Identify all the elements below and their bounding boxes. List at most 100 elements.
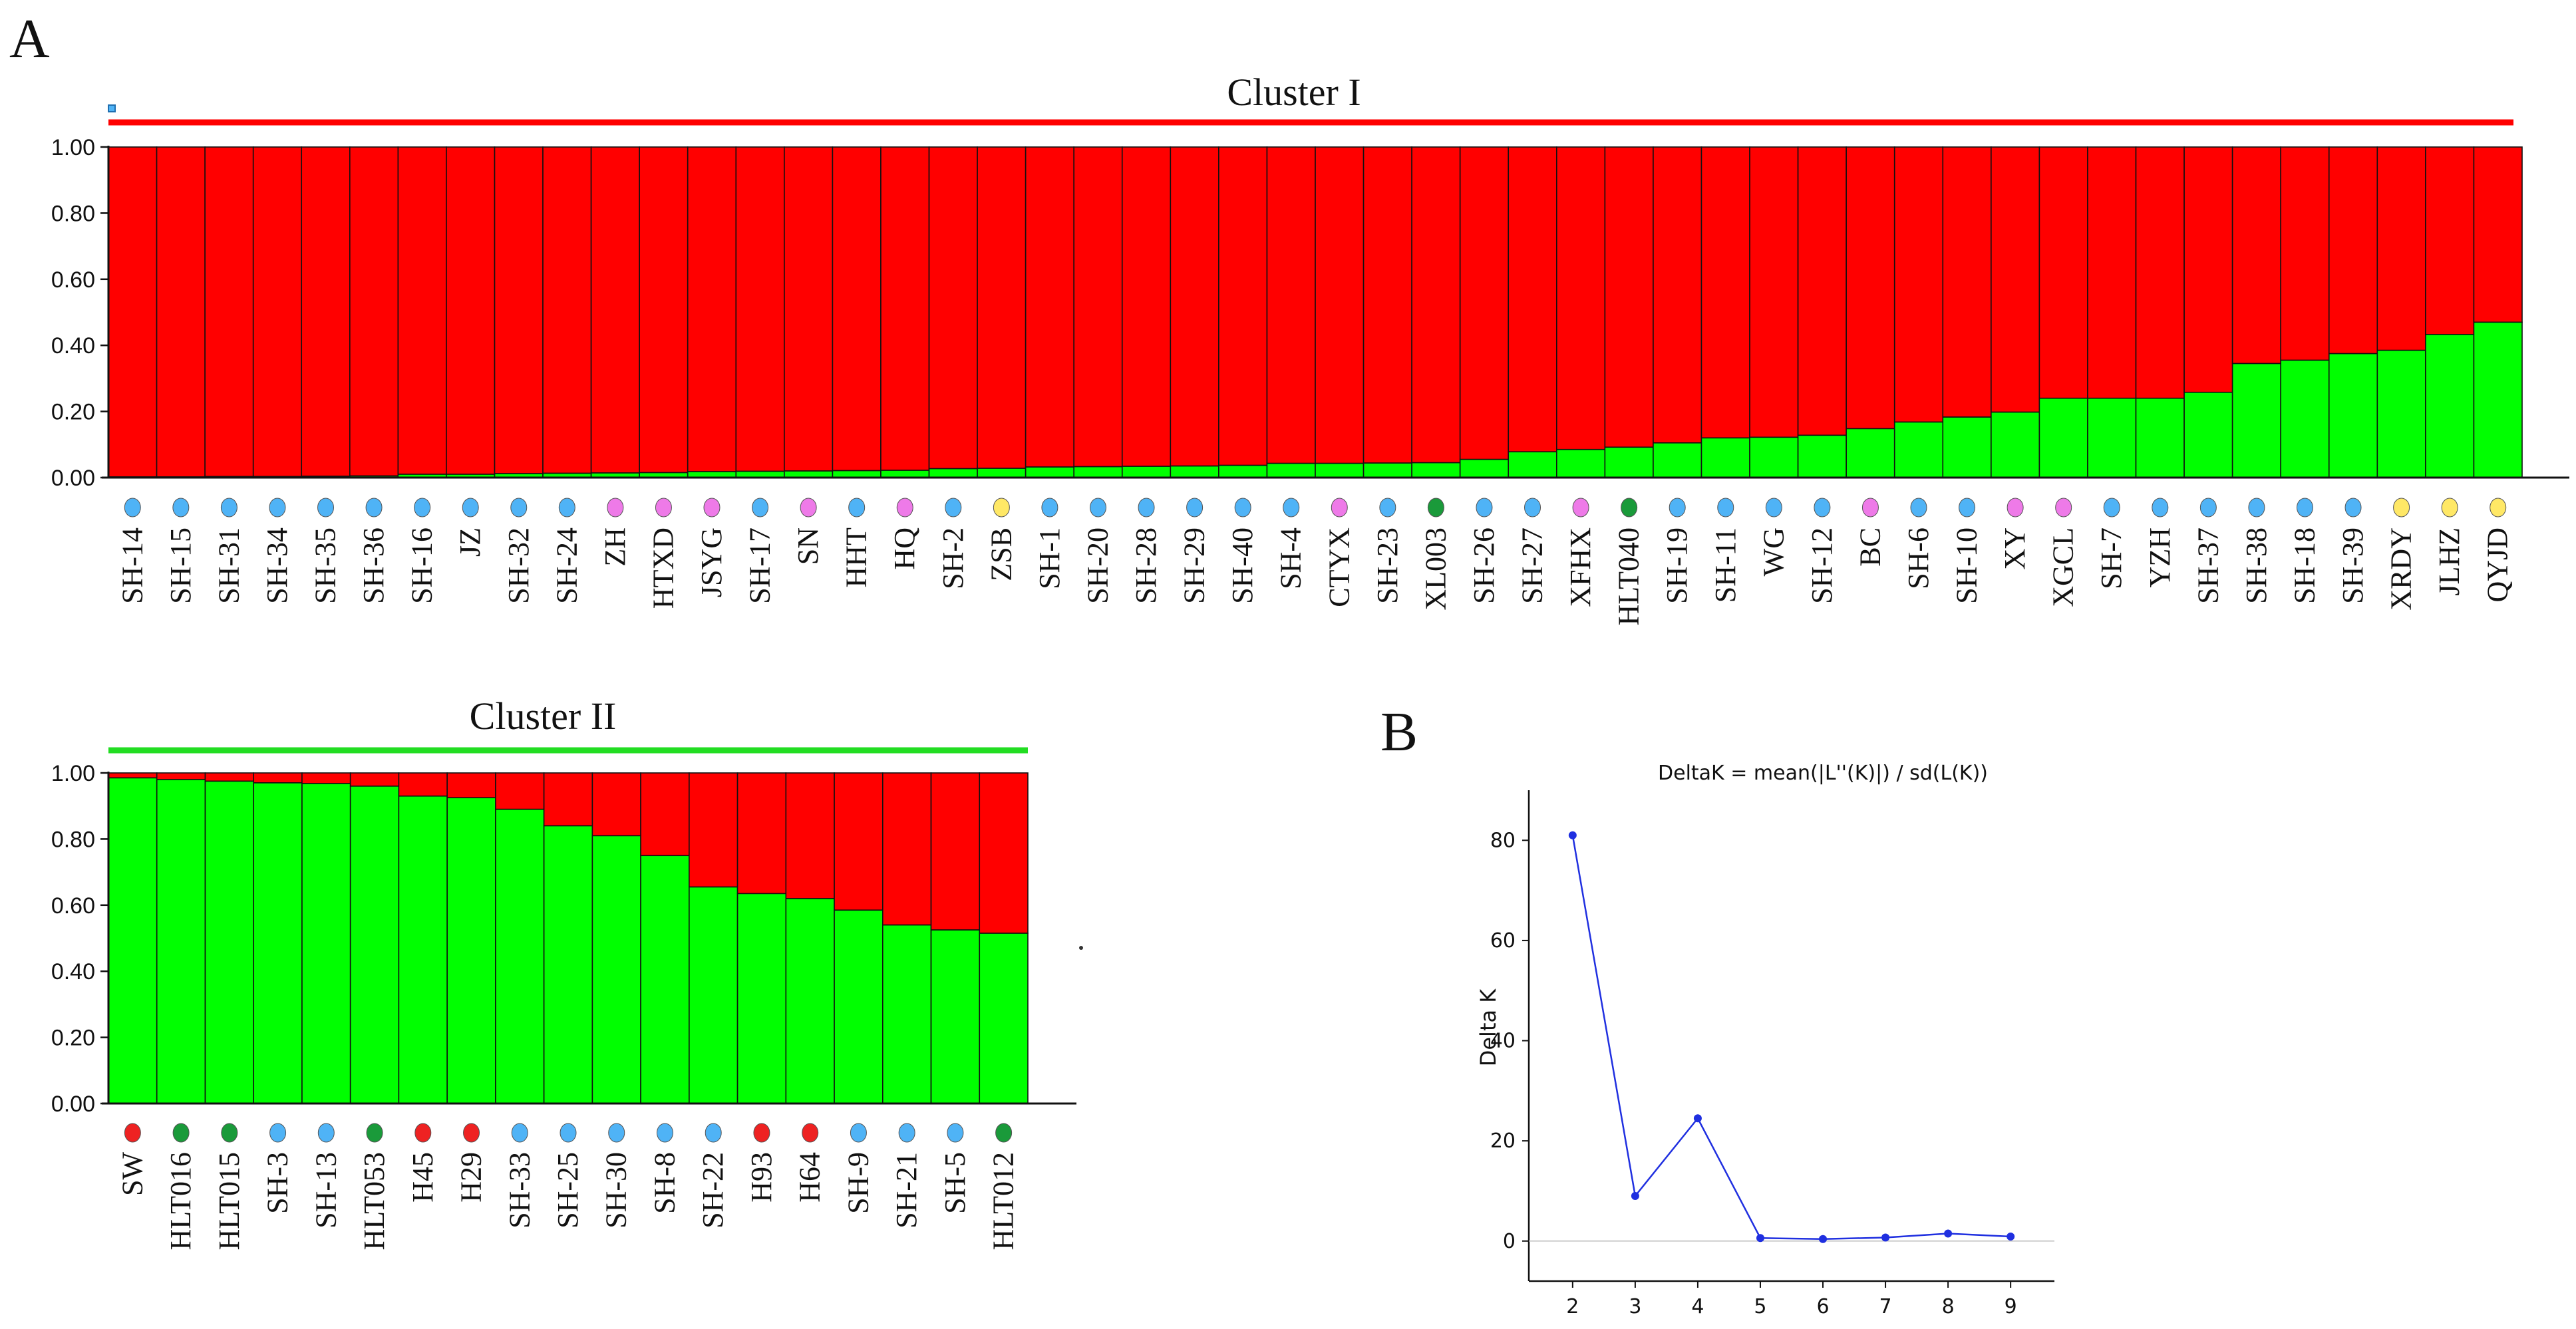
bar-red-segment [204, 146, 254, 478]
sample-label: SH-29 [1178, 527, 1211, 604]
group-dot [414, 498, 431, 517]
dk-y-tick-label: 20 [1490, 1129, 1516, 1153]
sample-label: H45 [406, 1152, 439, 1203]
group-dot [2441, 498, 2458, 517]
group-dot [1427, 498, 1444, 517]
group-dot [1572, 498, 1589, 517]
sample-label: SH-33 [503, 1152, 536, 1229]
bar-red-segment [204, 772, 255, 782]
bar-green-segment [2087, 397, 2137, 478]
bar-green-segment [1266, 462, 1316, 478]
sample-label: SH-28 [1130, 527, 1162, 604]
group-dot [560, 1123, 577, 1143]
sample-label: SH-35 [309, 527, 342, 604]
sample-label: SH-31 [212, 527, 245, 604]
sample-label: SH-9 [842, 1152, 874, 1214]
group-dot [124, 498, 141, 517]
small-legend-marker [108, 104, 116, 112]
bar-red-segment [2135, 146, 2185, 399]
sample-label: HLT053 [358, 1152, 391, 1251]
bar-red-segment [1411, 146, 1461, 464]
bar-green-segment [928, 468, 978, 478]
group-dot [220, 498, 238, 517]
bar-green-segment [398, 795, 448, 1104]
bar-green-segment [1411, 462, 1461, 478]
sample-label: SH-2 [937, 527, 969, 589]
bar-red-segment [397, 146, 447, 475]
dk-x-tick-label: 9 [2005, 1295, 2017, 1318]
bar-red-segment [301, 772, 351, 784]
sample-label: WG [1757, 527, 1790, 576]
sample-label: SH-23 [1371, 527, 1404, 604]
group-dot [462, 498, 479, 517]
dk-x-tick-label: 2 [1566, 1295, 1579, 1318]
delta-k-point [1568, 831, 1577, 839]
bar-red-segment [882, 772, 932, 926]
bar-green-segment [832, 470, 882, 478]
group-dot [2199, 498, 2217, 517]
sample-label: JLHZ [2433, 527, 2466, 596]
sample-label: XFHX [1564, 527, 1597, 607]
bar-green-segment [156, 779, 206, 1104]
bar-red-segment [1653, 146, 1702, 444]
bar-green-segment [1508, 451, 1557, 478]
bar-red-segment [640, 772, 690, 857]
cluster-i-dots [124, 498, 2507, 517]
group-dot [655, 498, 672, 517]
bar-green-segment [2280, 359, 2330, 478]
bar-green-segment [1556, 448, 1606, 478]
bar-green-segment [1797, 434, 1847, 478]
y-tick-label: 0.00 [51, 466, 95, 491]
bar-red-segment [930, 772, 981, 931]
bar-red-segment [542, 146, 592, 474]
sample-label: XL003 [1419, 527, 1452, 611]
sample-label: SH-39 [2336, 527, 2369, 604]
sample-label: SH-13 [309, 1152, 342, 1229]
group-dot [896, 498, 913, 517]
group-dot [2490, 498, 2507, 517]
sample-label: HLT040 [1613, 527, 1645, 626]
group-dot [995, 1123, 1013, 1143]
sample-label: SH-21 [890, 1152, 923, 1229]
dk-y-tick-label: 0 [1503, 1230, 1516, 1253]
bar-red-segment [928, 146, 978, 470]
delta-k-plot [1568, 831, 2015, 1243]
group-dot [1331, 498, 1348, 517]
bar-red-segment [398, 772, 448, 797]
bar-red-segment [2183, 146, 2233, 393]
bar-green-segment [2135, 397, 2185, 478]
bar-red-segment [543, 772, 593, 827]
sample-label: SH-4 [1275, 527, 1307, 589]
bar-red-segment [1604, 146, 1654, 448]
bar-red-segment [834, 772, 884, 911]
cluster-ii-dots [124, 1123, 1013, 1143]
sample-label: QYJD [2482, 527, 2514, 602]
group-dot [1621, 498, 1638, 517]
bar-green-segment [1893, 421, 1944, 478]
group-dot [850, 1123, 867, 1143]
bar-green-segment [1363, 462, 1412, 478]
group-dot [898, 1123, 915, 1143]
y-tick-label: 1.00 [51, 761, 95, 786]
group-dot [2344, 498, 2362, 517]
group-dot [366, 1123, 383, 1143]
bar-green-segment [979, 933, 1029, 1104]
bar-red-segment [1749, 146, 1799, 438]
bar-red-segment [785, 772, 835, 899]
bar-red-segment [1893, 146, 1944, 423]
bar-green-segment [108, 777, 158, 1104]
bar-red-segment [1073, 146, 1123, 468]
sample-label: BC [1853, 527, 1886, 567]
group-dot [1959, 498, 1976, 517]
bar-red-segment [2231, 146, 2281, 365]
delta-k-point [1819, 1235, 1828, 1243]
bar-green-segment [301, 783, 351, 1104]
y-tick-label: 0.40 [51, 333, 95, 359]
bar-green-segment [2473, 321, 2523, 478]
bar-red-segment [590, 146, 640, 474]
group-dot [1524, 498, 1541, 517]
y-tick-label: 0.60 [51, 267, 95, 293]
bar-green-segment [446, 797, 496, 1104]
bar-red-segment [689, 772, 738, 888]
sample-label: SH-8 [648, 1152, 681, 1214]
